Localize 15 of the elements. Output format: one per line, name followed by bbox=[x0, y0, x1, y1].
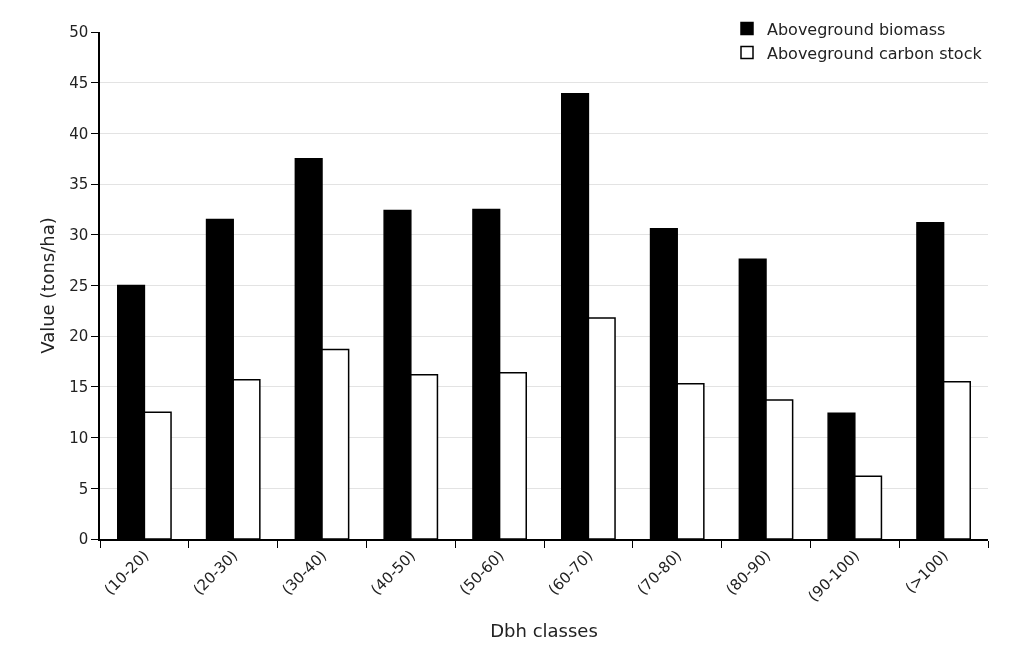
legend-label: Aboveground carbon stock bbox=[767, 43, 983, 63]
y-tick-label: 15 bbox=[69, 378, 89, 397]
y-axis-title: Value (tons/ha) bbox=[36, 217, 58, 354]
y-tick-label: 45 bbox=[69, 73, 89, 92]
legend-label: Aboveground biomass bbox=[767, 19, 946, 39]
y-tick-label: 10 bbox=[69, 428, 89, 447]
y-tick-label: 30 bbox=[69, 226, 89, 245]
y-tick-label: 50 bbox=[69, 23, 89, 42]
y-tick-label: 5 bbox=[78, 479, 89, 498]
y-tick-label: 0 bbox=[78, 530, 89, 549]
x-axis-title: Dbh classes bbox=[490, 619, 598, 641]
y-tick-label: 20 bbox=[69, 327, 89, 346]
y-tick-label: 40 bbox=[69, 124, 89, 143]
y-tick-label: 35 bbox=[69, 175, 89, 194]
y-tick-label: 25 bbox=[69, 276, 89, 295]
